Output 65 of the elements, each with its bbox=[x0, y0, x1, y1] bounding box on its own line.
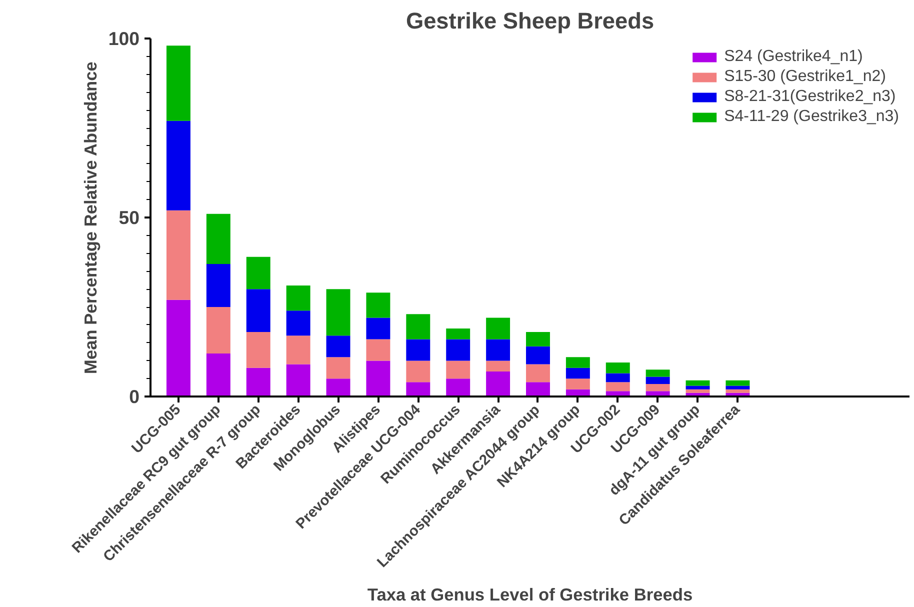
bar bbox=[166, 120, 190, 210]
bar bbox=[206, 264, 230, 307]
chart-title: Gestrike Sheep Breeds bbox=[406, 8, 654, 34]
bar bbox=[166, 300, 190, 396]
bar bbox=[446, 378, 470, 396]
legend-label: S24 (Gestrike4_n1) bbox=[724, 48, 863, 66]
bar bbox=[406, 360, 430, 382]
bar bbox=[446, 339, 470, 361]
bar bbox=[406, 382, 430, 396]
bar bbox=[526, 382, 550, 396]
bar bbox=[526, 346, 550, 364]
x-axis-title: Taxa at Genus Level of Gestrike Breeds bbox=[367, 584, 693, 605]
y-tick-label: 100 bbox=[108, 28, 140, 49]
bar bbox=[566, 368, 590, 379]
bar bbox=[286, 310, 310, 336]
bar bbox=[486, 371, 510, 396]
bar bbox=[606, 382, 630, 392]
bar bbox=[326, 357, 350, 379]
bar bbox=[486, 339, 510, 361]
bar bbox=[286, 364, 310, 396]
bar bbox=[366, 339, 390, 361]
bar bbox=[366, 292, 390, 318]
bar bbox=[646, 376, 670, 384]
bar bbox=[286, 286, 310, 311]
bar bbox=[366, 360, 390, 396]
bar bbox=[446, 360, 470, 379]
bar bbox=[206, 307, 230, 354]
bar bbox=[686, 380, 710, 386]
bar bbox=[686, 389, 710, 393]
y-tick-label: 0 bbox=[129, 386, 140, 407]
bar bbox=[206, 214, 230, 264]
bar bbox=[406, 314, 430, 340]
bar bbox=[246, 289, 270, 332]
bar bbox=[366, 318, 390, 340]
bar bbox=[166, 210, 190, 300]
y-tick-label: 50 bbox=[118, 207, 140, 228]
bar bbox=[726, 380, 750, 386]
bar bbox=[726, 389, 750, 393]
bar bbox=[526, 332, 550, 346]
bar bbox=[326, 336, 350, 358]
y-axis-title: Mean Percentage Relative Abundance bbox=[80, 61, 100, 374]
bar bbox=[726, 386, 750, 390]
bar bbox=[486, 318, 510, 340]
legend-label: S4-11-29 (Gestrike3_n3) bbox=[724, 108, 899, 126]
bar bbox=[526, 364, 550, 382]
bar bbox=[406, 339, 430, 361]
bar bbox=[566, 357, 590, 368]
legend-label: S15-30 (Gestrike1_n2) bbox=[724, 68, 886, 86]
bar bbox=[286, 336, 310, 364]
bar bbox=[206, 354, 230, 396]
bar bbox=[446, 328, 470, 340]
legend-label: S8-21-31(Gestrike2_n3) bbox=[724, 88, 896, 106]
bar bbox=[246, 256, 270, 290]
bar bbox=[606, 362, 630, 374]
bar bbox=[686, 386, 710, 390]
bar bbox=[566, 378, 590, 390]
bar bbox=[246, 332, 270, 368]
bar bbox=[646, 370, 670, 377]
bar bbox=[606, 373, 630, 382]
bar bbox=[486, 360, 510, 372]
bar bbox=[326, 289, 350, 336]
bar bbox=[326, 378, 350, 396]
bar bbox=[246, 368, 270, 396]
bar bbox=[646, 384, 670, 392]
bar bbox=[166, 46, 190, 121]
